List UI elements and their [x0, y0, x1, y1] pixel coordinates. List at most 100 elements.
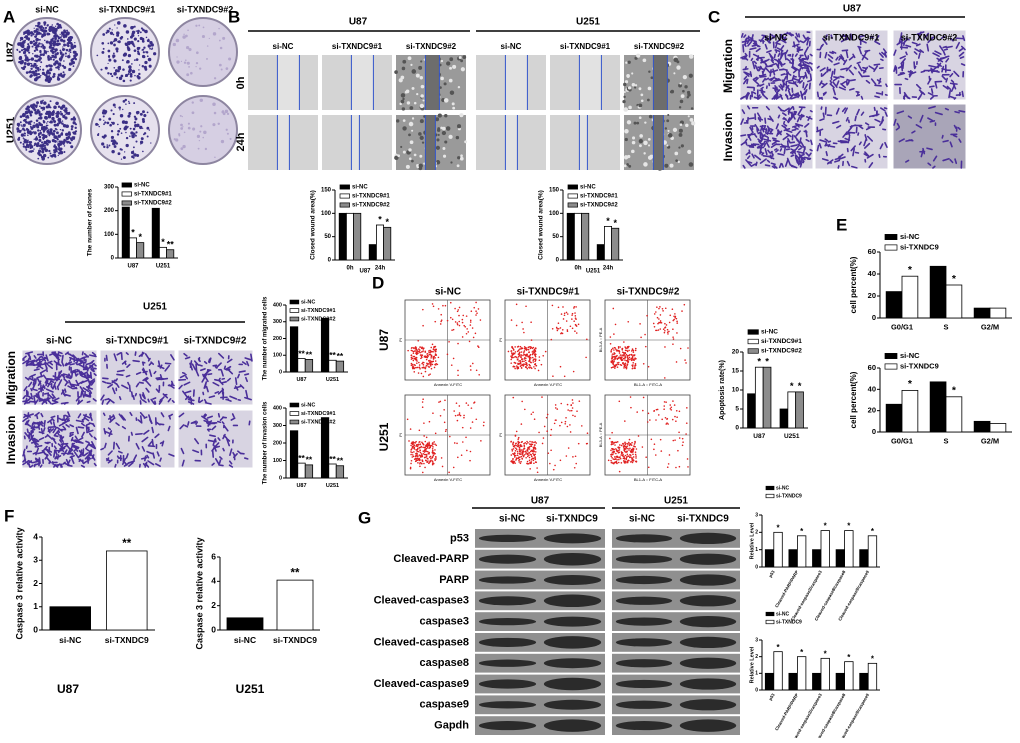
event: [623, 341, 625, 343]
event: [508, 351, 510, 353]
cell: [245, 458, 248, 459]
cell: [664, 164, 668, 168]
cell: [958, 128, 960, 130]
cell: [452, 107, 455, 110]
cell: [830, 81, 831, 83]
legend-swatch: [340, 194, 350, 198]
event: [542, 443, 544, 445]
cell: [31, 394, 32, 397]
x-tick-label: U251: [156, 264, 171, 270]
event: [673, 315, 675, 317]
y-axis-label: Closed wound area(%): [538, 190, 545, 260]
cell: [838, 166, 839, 168]
event: [462, 319, 464, 321]
cell: [403, 151, 406, 154]
event: [512, 357, 514, 359]
event: [422, 349, 424, 351]
y-tick-label: 0: [279, 475, 282, 481]
colony: [46, 123, 47, 124]
event: [645, 456, 647, 458]
event: [630, 396, 632, 398]
colony: [127, 45, 129, 47]
event: [528, 364, 530, 366]
colony: [44, 32, 46, 34]
event: [512, 347, 514, 349]
event: [430, 357, 432, 359]
colony: [36, 101, 39, 104]
event: [435, 349, 437, 351]
cell: [954, 98, 955, 99]
colony: [28, 30, 30, 32]
event: [526, 349, 528, 351]
label: p53: [450, 532, 469, 544]
cell: [103, 378, 108, 379]
event: [610, 336, 612, 338]
label: Migration: [721, 39, 735, 93]
colony: [46, 143, 48, 145]
bar: [788, 392, 796, 428]
event: [574, 415, 576, 417]
cell: [774, 54, 775, 57]
legend-label: si-TXNDC9#1: [134, 192, 172, 198]
cell: [941, 58, 945, 59]
event: [635, 348, 637, 350]
colony: [29, 59, 31, 61]
colony: [187, 29, 189, 31]
event: [632, 357, 634, 359]
axis-label: BL1-A :: FITC-A: [634, 382, 663, 387]
colony: [58, 69, 60, 71]
event: [414, 364, 416, 366]
event: [539, 356, 541, 358]
significance: **: [298, 348, 305, 358]
colony: [123, 127, 127, 131]
event: [617, 366, 619, 368]
event: [684, 359, 686, 361]
event: [568, 447, 570, 449]
event: [435, 354, 437, 356]
event: [623, 449, 625, 451]
event: [453, 329, 455, 331]
cell: [148, 399, 149, 401]
event: [429, 350, 431, 352]
event: [449, 436, 451, 438]
colony: [57, 78, 60, 81]
event: [535, 458, 537, 460]
colony: [38, 153, 41, 156]
event: [578, 443, 580, 445]
cell: [412, 87, 415, 90]
event: [518, 459, 520, 461]
event: [517, 358, 519, 360]
cell: [219, 414, 220, 417]
cell: [881, 59, 883, 60]
colony: [39, 29, 41, 31]
cell: [648, 71, 650, 73]
event: [410, 428, 412, 430]
colony: [35, 55, 38, 58]
event: [524, 446, 526, 448]
cell: [667, 114, 669, 116]
colony: [37, 25, 40, 28]
event: [687, 466, 689, 468]
panel-letter: F: [4, 506, 14, 525]
colony: [180, 124, 183, 127]
event: [425, 445, 427, 447]
event: [466, 450, 468, 452]
event: [410, 355, 412, 357]
colony: [39, 32, 41, 34]
event: [431, 351, 433, 353]
legend-swatch: [568, 194, 578, 198]
event: [667, 466, 669, 468]
event: [417, 448, 419, 450]
event: [474, 401, 476, 403]
event: [472, 327, 474, 329]
event: [521, 347, 523, 349]
colony: [199, 140, 200, 141]
event: [660, 314, 662, 316]
colony: [26, 48, 27, 49]
event: [532, 357, 534, 359]
event: [573, 371, 575, 373]
event: [572, 313, 574, 315]
colony: [40, 75, 41, 76]
event: [565, 417, 567, 419]
event: [687, 347, 689, 349]
